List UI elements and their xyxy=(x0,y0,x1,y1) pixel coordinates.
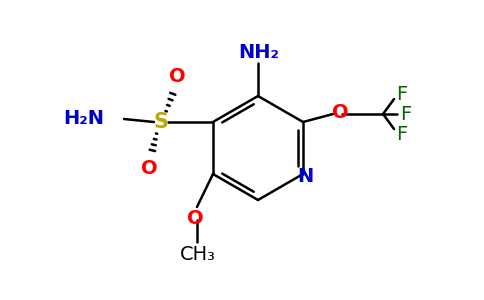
Text: N: N xyxy=(297,167,313,185)
Text: O: O xyxy=(187,208,203,227)
Text: O: O xyxy=(332,103,348,122)
Text: H₂N: H₂N xyxy=(63,110,104,128)
Text: CH₃: CH₃ xyxy=(180,244,216,263)
Text: F: F xyxy=(396,124,408,143)
Text: S: S xyxy=(153,112,168,132)
Text: F: F xyxy=(400,104,412,124)
Text: F: F xyxy=(396,85,408,104)
Text: NH₂: NH₂ xyxy=(239,43,279,61)
Text: O: O xyxy=(168,67,185,85)
Text: O: O xyxy=(141,158,157,178)
